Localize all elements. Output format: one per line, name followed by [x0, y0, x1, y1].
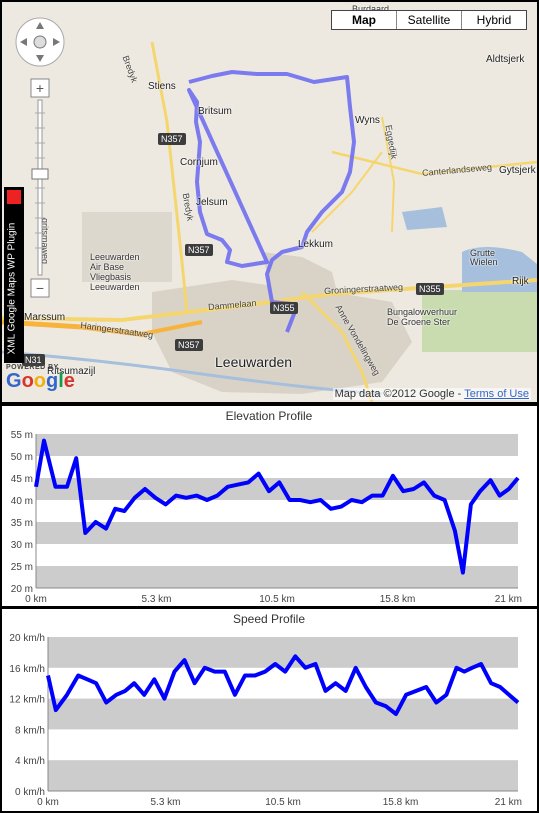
- map-tiles: [2, 41, 537, 402]
- x-tick-label: 5.3 km: [141, 594, 171, 605]
- svg-text:−: −: [36, 280, 44, 296]
- place-leeuwarden: Leeuwarden: [215, 354, 293, 370]
- terms-of-use-link[interactable]: Terms of Use: [464, 388, 529, 400]
- powered-by-label: POWERED BY: [6, 364, 59, 371]
- grid-band: [36, 478, 518, 500]
- x-tick-label: 0 km: [37, 797, 59, 808]
- zoom-control[interactable]: + −: [30, 78, 50, 298]
- grid-band: [36, 434, 518, 456]
- plugin-label: XML Google Maps WP Plugin: [6, 222, 18, 355]
- grid-band: [48, 637, 518, 668]
- place-stiens: Stiens: [148, 81, 176, 92]
- x-tick-label: 21 km: [495, 797, 522, 808]
- pan-up-icon: [36, 22, 44, 29]
- x-tick-label: 15.8 km: [383, 797, 419, 808]
- hand-icon: [33, 35, 47, 49]
- x-tick-label: 5.3 km: [150, 797, 180, 808]
- y-tick-label: 30 m: [11, 540, 33, 551]
- map-attribution: Map data ©2012 Google - Terms of Use: [332, 388, 531, 400]
- place-aldtsjerk: Aldtsjerk: [486, 54, 525, 65]
- grid-band: [48, 760, 518, 791]
- place-bungalow: Bungalowverhuur De Groene Ster: [387, 307, 458, 327]
- x-tick-label: 15.8 km: [380, 594, 416, 605]
- elevation-chart: Elevation Profile 55 m 50 m 45 m 40 m 35 m 30 …: [2, 406, 537, 606]
- map-type-control: Map Satellite Hybrid: [331, 10, 527, 30]
- x-tick-label: 10.5 km: [259, 594, 295, 605]
- y-tick-label: 25 m: [11, 562, 33, 573]
- y-tick-label: 50 m: [11, 452, 33, 463]
- map-view[interactable]: Stiens Britsum Cornjum Jelsum Lekkum Wyn…: [2, 2, 537, 402]
- place-jelsum: Jelsum: [196, 197, 228, 208]
- y-tick-label: 40 m: [11, 496, 33, 507]
- road-n357: N357: [185, 244, 213, 256]
- place-wyns: Wyns: [355, 115, 380, 126]
- y-tick-label: 16 km/h: [9, 664, 45, 675]
- series-line: [46, 654, 520, 716]
- pan-right-icon: [53, 38, 60, 46]
- google-logo: POWERED BY Google: [6, 364, 75, 391]
- y-tick-label: 12 km/h: [9, 695, 45, 706]
- road-n31: N31: [22, 354, 45, 366]
- y-tick-label: 20 m: [11, 584, 33, 595]
- place-gytsjerk: Gytsjerk: [499, 165, 536, 176]
- plugin-badge[interactable]: XML Google Maps WP Plugin: [4, 187, 24, 363]
- place-britsum: Britsum: [198, 106, 232, 117]
- grid-band: [36, 522, 518, 544]
- chart-title: Speed Profile: [233, 612, 305, 626]
- pan-control[interactable]: [14, 16, 66, 68]
- map-type-satellite-button[interactable]: Satellite: [396, 11, 461, 29]
- place-air-base: Leeuwarden Air Base Vliegbasis Leeuwarde…: [90, 252, 140, 292]
- place-ritsumazijl: Ritsumazijl: [47, 366, 96, 377]
- google-wordmark: Google: [6, 370, 75, 392]
- y-tick-label: 45 m: [11, 474, 33, 485]
- attribution-text: Map data ©2012 Google -: [334, 388, 465, 400]
- zoom-out-button: [30, 278, 50, 298]
- place-grutte-wielen: Grutte Wielen: [470, 248, 498, 267]
- x-tick-label: 10.5 km: [265, 797, 301, 808]
- y-tick-label: 35 m: [11, 518, 33, 529]
- map-type-map-button[interactable]: Map: [352, 13, 376, 27]
- x-tick-label: 0 km: [25, 594, 47, 605]
- series-line: [34, 438, 520, 575]
- place-marssum: Marssum: [24, 312, 66, 323]
- road-n355: N355: [270, 302, 298, 314]
- speed-chart: Speed Profile 20 km/h 16 km/h 12 km/h 8 km/h…: [2, 609, 537, 811]
- x-tick-label: 21 km: [495, 594, 522, 605]
- chart-title: Elevation Profile: [226, 409, 313, 423]
- place-burdaard: Burdaard: [352, 4, 390, 14]
- road-n355: N355: [416, 283, 444, 295]
- zoom-slider-handle: [31, 168, 49, 180]
- pan-left-icon: [20, 38, 27, 46]
- y-tick-label: 20 km/h: [9, 633, 45, 644]
- place-cornjum: Cornjum: [180, 157, 218, 168]
- pan-down-icon: [36, 55, 44, 62]
- y-tick-label: 55 m: [11, 430, 33, 441]
- y-tick-label: 0 km/h: [15, 787, 45, 798]
- svg-text:+: +: [36, 80, 44, 96]
- place-lekkum: Lekkum: [298, 239, 334, 250]
- route-track: [187, 70, 356, 333]
- y-tick-label: 4 km/h: [15, 756, 45, 767]
- map-type-hybrid-button[interactable]: Hybrid: [461, 11, 526, 29]
- zoom-in-button: [30, 78, 50, 98]
- y-tick-label: 8 km/h: [15, 725, 45, 736]
- plugin-icon: [7, 190, 21, 204]
- grid-band: [36, 566, 518, 588]
- place-rijk: Rijk: [512, 276, 529, 287]
- grid-band: [48, 698, 518, 730]
- road-n357: N357: [175, 339, 203, 351]
- road-n357: N357: [158, 133, 186, 145]
